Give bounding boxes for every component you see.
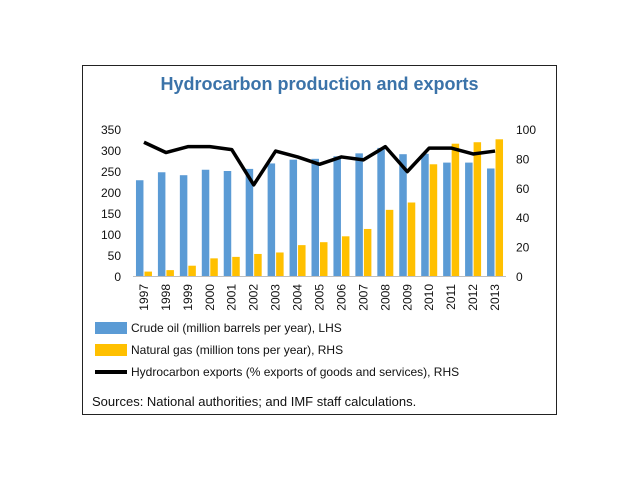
bar-natural-gas	[232, 256, 240, 276]
chart-frame: Hydrocarbon production and exports 0 50 10…	[82, 65, 557, 415]
bar-natural-gas	[451, 143, 460, 276]
legend: Crude oil (million barrels per year), LH…	[95, 321, 459, 379]
bar-natural-gas	[210, 258, 218, 276]
left-axis-tick: 0	[114, 270, 121, 284]
bar-crude-oil	[355, 153, 363, 276]
bar-crude-oil	[157, 172, 166, 276]
x-axis-tick: 2005	[313, 284, 327, 311]
legend-label: Hydrocarbon exports (% exports of goods …	[131, 365, 459, 379]
left-axis-tick: 250	[101, 165, 121, 179]
x-axis-tick: 2002	[247, 284, 261, 311]
bar-crude-oil	[289, 159, 298, 276]
bar-crude-oil	[443, 162, 451, 276]
right-axis-tick: 60	[516, 182, 530, 196]
right-axis-tick: 80	[516, 152, 530, 166]
right-axis-tick: 0	[516, 270, 523, 284]
x-axis-tick: 2001	[225, 284, 239, 311]
x-axis-tick: 2004	[291, 284, 305, 311]
x-axis-tick: 1999	[181, 284, 195, 311]
chart-svg: 0 50 100 150 200 250 300 350 0 20 40 60 80 100 1997 199…	[95, 123, 536, 379]
legend-swatch-natural-gas	[95, 344, 127, 356]
bar-crude-oil	[201, 169, 210, 276]
bar-natural-gas	[254, 253, 262, 276]
bar-crude-oil	[135, 180, 144, 276]
bar-crude-oil	[333, 156, 341, 276]
left-axis-tick: 200	[101, 186, 121, 200]
chart-title: Hydrocarbon production and exports	[160, 74, 479, 94]
left-axis-tick: 150	[101, 207, 121, 221]
bar-natural-gas	[341, 236, 350, 276]
legend-label: Crude oil (million barrels per year), LH…	[131, 321, 342, 335]
left-axis-tick: 350	[101, 123, 121, 137]
legend-swatch-crude-oil	[95, 322, 127, 334]
x-axis-tick: 1998	[159, 284, 173, 311]
x-axis-tick: 2009	[400, 284, 414, 311]
bar-natural-gas	[144, 271, 152, 276]
x-axis-tick: 2006	[334, 284, 348, 311]
bar-natural-gas	[188, 265, 196, 276]
bar-crude-oil	[377, 147, 385, 276]
right-axis-tick: 20	[516, 241, 530, 255]
bar-natural-gas	[385, 209, 394, 276]
x-axis-tick: 1997	[137, 284, 151, 311]
bar-crude-oil	[267, 163, 276, 276]
x-axis-tick: 2010	[422, 284, 436, 311]
bar-natural-gas	[276, 252, 284, 276]
plot-area: 0 50 100 150 200 250 300 350 0 20 40 60 80 100 1997 199…	[101, 123, 536, 311]
bar-crude-oil	[487, 168, 495, 276]
left-axis-tick: 300	[101, 144, 121, 158]
bar-crude-oil	[421, 153, 429, 276]
bar-natural-gas	[298, 245, 306, 276]
source-note: Sources: National authorities; and IMF s…	[92, 394, 417, 409]
bar-natural-gas	[363, 228, 372, 276]
x-axis-tick: 2007	[356, 284, 370, 311]
bar-crude-oil	[465, 162, 473, 276]
x-axis-tick: 2008	[378, 284, 392, 311]
x-axis-tick: 2013	[488, 284, 502, 311]
bar-natural-gas	[320, 242, 328, 276]
x-axis-tick: 2011	[444, 284, 458, 310]
x-axis-tick: 2012	[466, 284, 480, 311]
bar-natural-gas	[429, 164, 438, 276]
bar-crude-oil	[399, 154, 407, 276]
x-axis-tick: 2003	[269, 284, 283, 311]
bar-natural-gas	[495, 139, 504, 276]
x-axis-tick: 2000	[203, 284, 217, 311]
right-axis-tick: 100	[516, 123, 536, 137]
bar-crude-oil	[223, 171, 232, 276]
left-axis-tick: 100	[101, 228, 121, 242]
line-hydrocarbon-exports	[143, 140, 496, 187]
bar-crude-oil	[311, 158, 319, 276]
bar-natural-gas	[473, 142, 482, 276]
bar-crude-oil	[245, 168, 254, 276]
bar-crude-oil	[179, 175, 188, 276]
legend-label: Natural gas (million tons per year), RHS	[131, 343, 343, 357]
bar-natural-gas	[166, 270, 174, 276]
left-axis-tick: 50	[108, 249, 122, 263]
bar-natural-gas	[407, 202, 416, 276]
right-axis-tick: 40	[516, 211, 530, 225]
